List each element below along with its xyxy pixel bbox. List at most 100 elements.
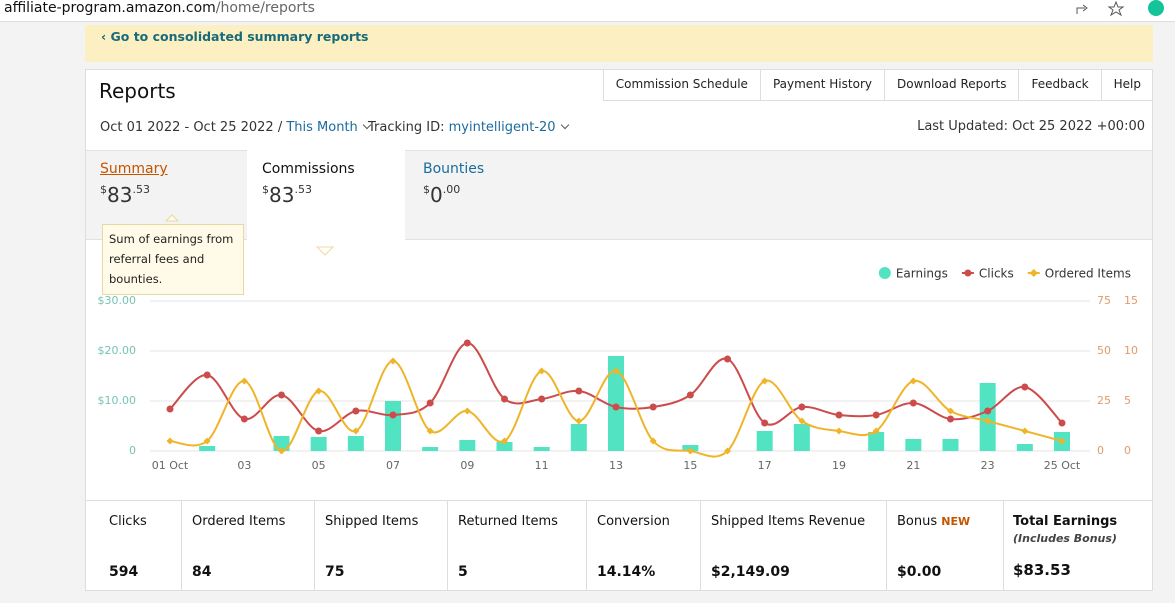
date-filter[interactable]: Oct 01 2022 - Oct 25 2022 / This Month xyxy=(100,120,374,135)
point xyxy=(1058,437,1066,445)
point xyxy=(649,437,657,445)
stat-label: Ordered Items xyxy=(192,514,286,529)
commissions-tab[interactable]: Commissions $83.53 xyxy=(262,161,355,207)
whole: 83 xyxy=(107,183,133,207)
legend-marker xyxy=(1029,269,1038,277)
tab-label: Summary xyxy=(100,161,168,177)
tab-caret xyxy=(315,246,335,256)
currency: $ xyxy=(423,183,430,196)
y-tick-label: 0 xyxy=(1097,444,1104,457)
y-tick-label: $30.00 xyxy=(98,294,137,307)
tracking-label: Tracking ID: xyxy=(368,120,445,135)
consolidated-link[interactable]: ‹ Go to consolidated summary reports xyxy=(85,25,1153,62)
point xyxy=(389,357,397,365)
point xyxy=(575,417,583,425)
point xyxy=(1058,419,1066,427)
stat-value: 75 xyxy=(325,564,345,580)
point xyxy=(724,447,731,455)
point xyxy=(798,417,806,425)
extension-icon[interactable] xyxy=(1148,0,1164,16)
cents: .53 xyxy=(294,183,312,196)
point xyxy=(686,447,694,455)
summary-tab[interactable]: Summary $83.53 xyxy=(100,161,168,207)
point xyxy=(315,427,323,435)
nav-link[interactable]: Help xyxy=(1100,69,1153,101)
tracking-id: myintelligent-20 xyxy=(448,120,556,135)
point xyxy=(835,411,843,419)
tab-amount: $83.53 xyxy=(100,183,168,207)
stats-row: Clicks 594 Ordered Items 84 Shipped Items 7… xyxy=(85,500,1153,591)
stat-label: Shipped Items xyxy=(325,514,419,529)
x-tick-label: 23 xyxy=(981,459,995,472)
url-path: /home/reports xyxy=(215,0,315,16)
x-tick-label: 05 xyxy=(312,459,326,472)
y-tick-label: 25 xyxy=(1097,394,1111,407)
nav-link[interactable]: Commission Schedule xyxy=(602,69,760,101)
tab-label: Bounties xyxy=(423,161,485,177)
point xyxy=(463,339,471,347)
x-tick-label: 13 xyxy=(609,459,623,472)
point xyxy=(166,437,174,445)
bar xyxy=(385,401,401,451)
stat-label: Conversion xyxy=(597,514,670,529)
nav-link[interactable]: Payment History xyxy=(759,69,884,101)
point xyxy=(909,399,917,407)
legend-label: Ordered Items xyxy=(1045,267,1131,281)
y-tick-label: 75 xyxy=(1097,294,1111,307)
x-tick-label: 21 xyxy=(906,459,920,472)
stat: Bonus NEW $0.00 xyxy=(887,501,1004,591)
currency: $ xyxy=(262,183,269,196)
point xyxy=(389,411,397,419)
bar xyxy=(496,442,513,451)
legend-marker xyxy=(964,269,972,277)
y-tick-label: 50 xyxy=(1097,344,1111,357)
point xyxy=(612,367,620,375)
tab-label: Commissions xyxy=(262,161,355,177)
stat: Ordered Items 84 xyxy=(182,501,315,591)
stat-label: Returned Items xyxy=(458,514,558,529)
page-title: Reports xyxy=(99,79,176,103)
whole: 83 xyxy=(269,183,295,207)
bar xyxy=(905,439,922,451)
point xyxy=(203,437,211,445)
bar xyxy=(310,437,327,451)
nav-link[interactable]: Download Reports xyxy=(883,69,1019,101)
url-host: affiliate-program.amazon.com xyxy=(4,0,216,16)
point xyxy=(984,407,992,415)
browser-icons xyxy=(1076,0,1164,17)
point xyxy=(724,355,731,363)
period: This Month xyxy=(286,120,358,135)
tooltip-caret xyxy=(164,214,180,222)
point xyxy=(947,407,954,415)
bar xyxy=(533,447,550,451)
bounties-tab[interactable]: Bounties $0.00 xyxy=(423,161,484,207)
address-bar[interactable]: affiliate-program.amazon.com/home/report… xyxy=(0,0,1175,22)
point xyxy=(240,415,248,423)
stat-label: Bonus xyxy=(897,514,938,529)
stat: Total Earnings (Includes Bonus) $83.53 xyxy=(1004,501,1153,591)
tracking-filter[interactable]: Tracking ID: myintelligent-20 xyxy=(368,120,572,135)
bar xyxy=(422,447,439,451)
star-icon[interactable] xyxy=(1107,0,1125,17)
share-icon[interactable] xyxy=(1076,4,1088,14)
legend-label: Clicks xyxy=(979,267,1014,281)
y-tick-label: 10 xyxy=(1124,344,1138,357)
x-tick-label: 09 xyxy=(460,459,474,472)
point xyxy=(761,377,769,385)
x-tick-label: 15 xyxy=(683,459,697,472)
nav-link[interactable]: Feedback xyxy=(1018,69,1101,101)
point xyxy=(278,447,285,455)
x-tick-label: 25 Oct xyxy=(1044,459,1081,472)
bar xyxy=(793,424,810,451)
bar xyxy=(347,436,364,451)
date-range: Oct 01 2022 - Oct 25 2022 / xyxy=(100,120,283,135)
bar xyxy=(459,440,476,451)
line xyxy=(169,359,1063,458)
whole: 0 xyxy=(430,183,443,207)
point xyxy=(872,427,880,435)
point xyxy=(463,407,471,415)
x-tick-label: 07 xyxy=(386,459,400,472)
currency: $ xyxy=(100,183,107,196)
legend-marker xyxy=(878,267,891,279)
